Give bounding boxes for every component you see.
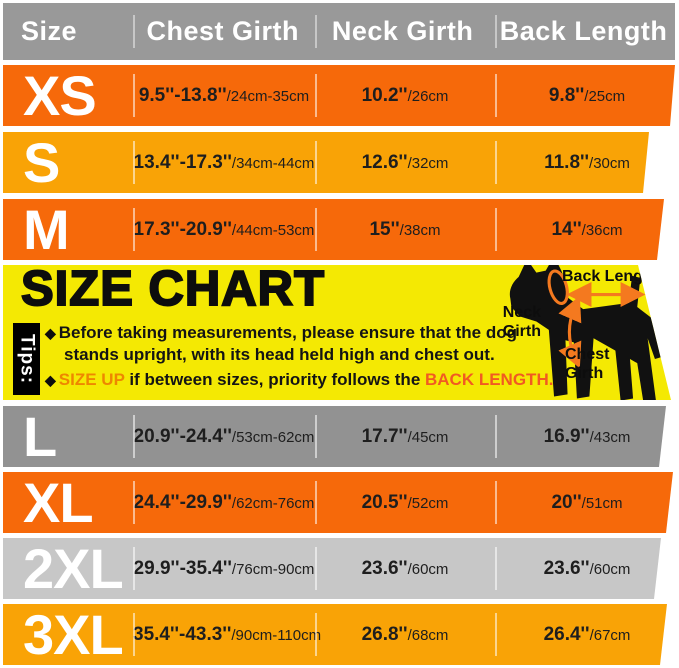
size-label: XS [23, 64, 97, 127]
neck-girth-value: 12.6''/32cm [361, 151, 449, 173]
chest-girth-value: 20.9''-24.4''/53cm-62cm [133, 425, 315, 447]
table-row-xs: XS 9.5''-13.8''/24cm-35cm 10.2''/26cm 9.… [3, 64, 675, 127]
size-label: 3XL [23, 603, 124, 666]
neck-girth-value: 10.2''/26cm [361, 84, 449, 106]
back-length-value: 16.9''/43cm [543, 425, 631, 447]
table-header-row: Size Chest Girth Neck Girth Back Length [3, 3, 675, 60]
tips-text: ◆ Before taking measurements, please ensu… [45, 322, 554, 391]
neck-girth-value: 17.7''/45cm [361, 425, 449, 447]
diamond-bullet-icon: ◆ [45, 325, 56, 341]
tip-line-1: ◆ Before taking measurements, please ensu… [45, 323, 517, 342]
chest-girth-value: 17.3''-20.9''/44cm-53cm [133, 218, 315, 240]
tip-line-1b: stands upright, with its head held high … [64, 345, 495, 364]
column-divider [133, 613, 135, 656]
back-length-value: 20''/51cm [551, 491, 623, 513]
column-divider [315, 547, 317, 590]
back-length-diagram-label: Back Length [561, 268, 658, 285]
column-divider [133, 15, 135, 48]
tip-line-2: ◆ SIZE UP if between sizes, priority foll… [45, 370, 554, 389]
diamond-bullet-icon: ◆ [45, 372, 56, 388]
back-length-value: 11.8''/30cm [544, 151, 630, 173]
neck-girth-value: 20.5''/52cm [361, 491, 449, 513]
column-divider [133, 415, 135, 458]
table-row-xl: XL 24.4''-29.9''/62cm-76cm 20.5''/52cm 2… [3, 471, 673, 534]
size-label: L [23, 405, 57, 468]
size-label: 2XL [23, 537, 124, 600]
banner-title: SIZE CHART [20, 262, 325, 317]
dog-silhouette-figure [485, 265, 671, 400]
back-length-value: 23.6''/60cm [543, 557, 631, 579]
size-label: XL [23, 471, 94, 534]
column-divider [495, 15, 497, 48]
column-divider [315, 613, 317, 656]
table-row-s: S 13.4''-17.3''/34cm-44cm 12.6''/32cm 11… [3, 131, 649, 194]
chest-girth-value: 29.9''-35.4''/76cm-90cm [133, 557, 315, 579]
column-divider [495, 547, 497, 590]
chest-girth-value: 24.4''-29.9''/62cm-76cm [133, 491, 315, 513]
column-divider [495, 613, 497, 656]
chest-girth-value: 13.4''-17.3''/34cm-44cm [133, 151, 315, 173]
column-divider [133, 481, 135, 524]
size-chart-banner: SIZE CHART Tips: ◆ Before taking measurem… [3, 265, 671, 400]
neck-girth-diagram-label: Neck Girth [502, 304, 541, 340]
dog-silhouette-icon [509, 265, 663, 400]
chest-girth-value: 35.4''-43.3''/90cm-110cm [133, 623, 322, 645]
size-up-highlight: SIZE UP [58, 370, 125, 389]
back-length-value: 26.4''/67cm [543, 623, 631, 645]
column-divider [315, 481, 317, 524]
column-divider [495, 481, 497, 524]
chest-girth-diagram-label: Chest Girth [565, 346, 610, 382]
column-divider [315, 15, 317, 48]
back-length-value: 14''/36cm [551, 218, 623, 240]
size-label: M [23, 198, 70, 261]
neck-girth-value: 15''/38cm [369, 218, 441, 240]
back-length-highlight: BACK LENGTH. [425, 370, 554, 389]
back-length-value: 9.8''/25cm [548, 84, 626, 106]
chest-girth-value: 9.5''-13.8''/24cm-35cm [138, 84, 310, 106]
header-size: Size [21, 16, 78, 46]
header-back-length: Back Length [499, 16, 668, 46]
column-divider [495, 74, 497, 117]
column-divider [133, 141, 135, 184]
header-chest-girth: Chest Girth [146, 16, 300, 46]
column-divider [495, 208, 497, 251]
column-divider [133, 208, 135, 251]
column-divider [133, 547, 135, 590]
neck-girth-value: 26.8''/68cm [361, 623, 449, 645]
column-divider [315, 208, 317, 251]
column-divider [315, 415, 317, 458]
tips-badge: Tips: [13, 323, 40, 395]
column-divider [133, 74, 135, 117]
neck-girth-value: 23.6''/60cm [361, 557, 449, 579]
table-row-3xl: 3XL 35.4''-43.3''/90cm-110cm 26.8''/68cm… [3, 603, 667, 666]
column-divider [495, 141, 497, 184]
column-divider [315, 74, 317, 117]
table-row-m: M 17.3''-20.9''/44cm-53cm 15''/38cm 14''… [3, 198, 664, 261]
column-divider [495, 415, 497, 458]
tips-label: Tips: [16, 333, 38, 385]
chest-girth-arrow [558, 295, 582, 369]
table-row-l: L 20.9''-24.4''/53cm-62cm 17.7''/45cm 16… [3, 405, 666, 468]
size-label: S [23, 131, 60, 194]
header-neck-girth: Neck Girth [331, 16, 474, 46]
column-divider [315, 141, 317, 184]
table-row-2xl: 2XL 29.9''-35.4''/76cm-90cm 23.6''/60cm … [3, 537, 661, 600]
